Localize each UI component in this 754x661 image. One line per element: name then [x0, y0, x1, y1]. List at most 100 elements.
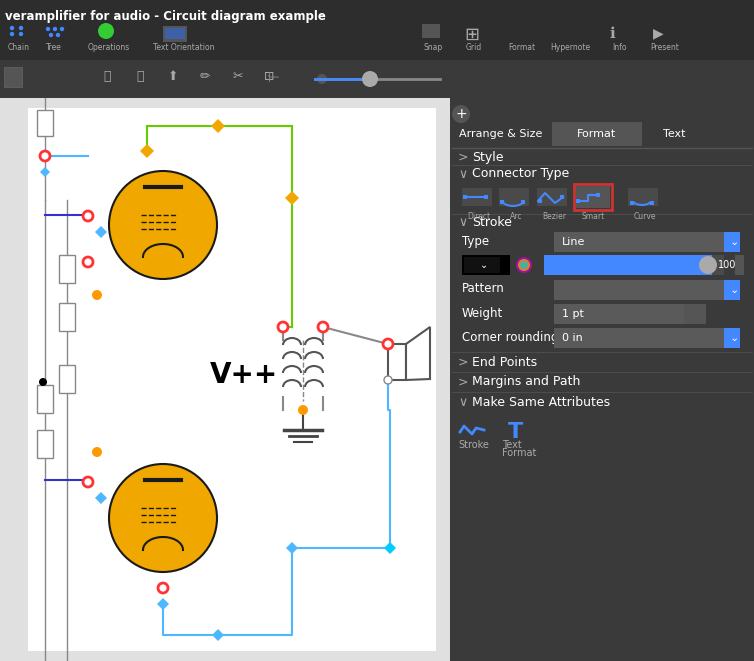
Bar [0, 60, 754, 98]
Bar [650, 201, 654, 205]
Bar [59, 303, 75, 331]
Circle shape [83, 257, 93, 267]
Text: +: + [455, 107, 467, 121]
Text: 🔍: 🔍 [103, 70, 111, 83]
Circle shape [109, 171, 217, 279]
Polygon shape [384, 542, 396, 554]
Bar [59, 365, 75, 393]
Text: Text: Text [502, 440, 522, 450]
Text: Hypernote: Hypernote [550, 43, 590, 52]
Polygon shape [95, 226, 107, 238]
Circle shape [452, 105, 470, 123]
Text: V++: V++ [210, 361, 278, 389]
Circle shape [60, 27, 64, 31]
Text: Format: Format [508, 43, 535, 52]
Bar [554, 328, 734, 348]
Text: Info: Info [612, 43, 627, 52]
Circle shape [520, 261, 528, 269]
Text: Corner rounding: Corner rounding [462, 330, 559, 344]
Circle shape [10, 32, 14, 36]
Bar [554, 304, 684, 324]
Bar [554, 280, 734, 300]
Circle shape [39, 378, 47, 386]
Bar [462, 255, 510, 275]
Text: Arrange & Size: Arrange & Size [459, 129, 543, 139]
Text: ⌄: ⌄ [730, 333, 740, 343]
Bar [684, 304, 706, 324]
Circle shape [98, 23, 114, 39]
Bar [37, 385, 53, 413]
Bar [28, 108, 436, 651]
Polygon shape [406, 327, 430, 380]
Bar [521, 200, 525, 204]
Circle shape [383, 339, 393, 349]
Text: Weight: Weight [462, 307, 503, 319]
Text: >: > [458, 151, 468, 163]
Text: Grid: Grid [466, 43, 483, 52]
Text: Style: Style [472, 151, 504, 163]
Text: ⊢: ⊢ [268, 71, 280, 85]
Bar [576, 199, 580, 203]
Text: ∨: ∨ [458, 167, 467, 180]
Text: Arc: Arc [510, 212, 523, 221]
Bar [628, 188, 658, 206]
Polygon shape [285, 191, 299, 205]
Polygon shape [140, 144, 154, 158]
Polygon shape [157, 598, 169, 610]
Bar [462, 188, 492, 206]
Bar [37, 110, 53, 136]
Circle shape [384, 376, 392, 384]
Text: Margins and Path: Margins and Path [472, 375, 581, 389]
Circle shape [158, 583, 168, 593]
Text: veramplifier for audio - Circuit diagram example: veramplifier for audio - Circuit diagram… [5, 10, 326, 23]
Text: Tree: Tree [46, 43, 62, 52]
Text: ⌄: ⌄ [730, 237, 740, 247]
Circle shape [92, 290, 102, 300]
Text: Stroke: Stroke [458, 440, 489, 450]
Text: Snap: Snap [424, 43, 443, 52]
Bar [463, 195, 467, 199]
Text: Curve: Curve [634, 212, 656, 221]
Text: ⬆: ⬆ [168, 70, 179, 83]
Bar [630, 201, 634, 205]
Polygon shape [211, 119, 225, 133]
Text: Line: Line [562, 237, 585, 247]
Text: 100%: 100% [718, 260, 746, 270]
Bar [499, 188, 529, 206]
Text: ⌄: ⌄ [730, 285, 740, 295]
Bar [544, 255, 712, 275]
Circle shape [53, 27, 57, 31]
Text: Bezier: Bezier [542, 212, 566, 221]
Text: ∨: ∨ [458, 215, 467, 229]
Circle shape [49, 33, 54, 37]
Circle shape [699, 256, 717, 274]
Bar [560, 195, 564, 199]
Text: Stroke: Stroke [472, 215, 512, 229]
Bar [500, 200, 504, 204]
Circle shape [83, 211, 93, 221]
Circle shape [92, 447, 102, 457]
Text: Smart: Smart [581, 212, 605, 221]
Text: ∨: ∨ [458, 395, 467, 408]
Circle shape [318, 322, 328, 332]
Bar [464, 257, 500, 273]
Text: ℹ: ℹ [610, 26, 616, 41]
Text: ✋: ✋ [136, 70, 143, 83]
Polygon shape [212, 629, 224, 641]
Text: Present: Present [650, 43, 679, 52]
Bar [0, 0, 754, 60]
Bar [422, 24, 440, 38]
Text: Format: Format [578, 129, 617, 139]
Text: ⊞: ⊞ [464, 26, 479, 44]
Circle shape [362, 71, 378, 87]
Bar [537, 188, 567, 206]
Bar [552, 122, 642, 146]
Text: ▶: ▶ [653, 26, 664, 40]
Bar [574, 184, 612, 210]
Circle shape [518, 259, 530, 271]
Circle shape [56, 33, 60, 37]
Circle shape [278, 322, 288, 332]
Bar [538, 199, 542, 203]
Circle shape [46, 27, 51, 31]
Circle shape [19, 32, 23, 36]
